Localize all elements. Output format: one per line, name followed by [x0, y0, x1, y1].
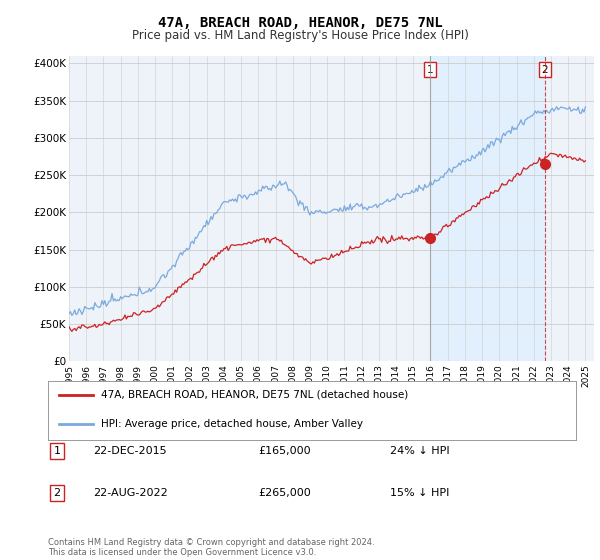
- Text: 47A, BREACH ROAD, HEANOR, DE75 7NL (detached house): 47A, BREACH ROAD, HEANOR, DE75 7NL (deta…: [101, 390, 408, 400]
- Text: £265,000: £265,000: [258, 488, 311, 498]
- Text: Price paid vs. HM Land Registry's House Price Index (HPI): Price paid vs. HM Land Registry's House …: [131, 29, 469, 42]
- Text: £165,000: £165,000: [258, 446, 311, 456]
- Text: 22-DEC-2015: 22-DEC-2015: [93, 446, 167, 456]
- Text: HPI: Average price, detached house, Amber Valley: HPI: Average price, detached house, Ambe…: [101, 419, 363, 430]
- Text: 22-AUG-2022: 22-AUG-2022: [93, 488, 168, 498]
- Bar: [430, 56, 545, 361]
- Text: 2: 2: [541, 65, 548, 74]
- Text: 2: 2: [53, 488, 61, 498]
- Text: Contains HM Land Registry data © Crown copyright and database right 2024.
This d: Contains HM Land Registry data © Crown c…: [48, 538, 374, 557]
- Text: 47A, BREACH ROAD, HEANOR, DE75 7NL: 47A, BREACH ROAD, HEANOR, DE75 7NL: [158, 16, 442, 30]
- Text: 1: 1: [53, 446, 61, 456]
- Text: 24% ↓ HPI: 24% ↓ HPI: [390, 446, 449, 456]
- Text: 1: 1: [427, 65, 433, 74]
- Text: 15% ↓ HPI: 15% ↓ HPI: [390, 488, 449, 498]
